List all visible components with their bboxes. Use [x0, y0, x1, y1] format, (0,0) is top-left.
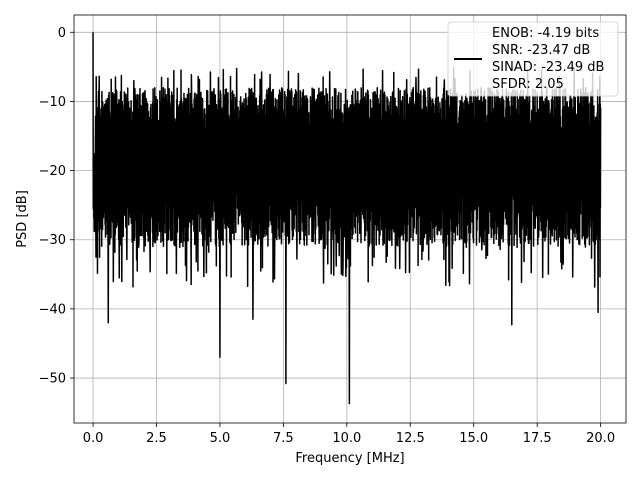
- x-tick-label: 20.0: [586, 431, 615, 446]
- y-axis-ticks: 0 −10 −20 −30 −40 −50: [39, 26, 74, 387]
- x-tick-label: 0.0: [83, 431, 104, 446]
- x-tick-label: 17.5: [523, 431, 552, 446]
- y-tick-label: −40: [39, 302, 66, 317]
- legend-entry-enob: ENOB: -4.19 bits: [492, 26, 599, 41]
- legend-entry-sfdr: SFDR: 2.05: [492, 77, 564, 92]
- x-tick-label: 5.0: [210, 431, 231, 446]
- y-tick-label: −10: [39, 95, 66, 110]
- y-tick-label: 0: [58, 26, 66, 41]
- psd-line: [92, 32, 602, 405]
- psd-series: [92, 32, 602, 405]
- x-tick-label: 2.5: [146, 431, 167, 446]
- x-tick-label: 15.0: [459, 431, 488, 446]
- x-axis-label: Frequency [MHz]: [295, 451, 404, 466]
- axes-frame: [73, 14, 627, 424]
- legend-entry-snr: SNR: -23.47 dB: [492, 43, 590, 58]
- legend-box: [447, 21, 619, 97]
- y-tick-label: −30: [39, 233, 66, 248]
- legend-entry-sinad: SINAD: -23.49 dB: [492, 60, 604, 75]
- x-tick-label: 10.0: [332, 431, 361, 446]
- x-tick-label: 7.5: [273, 431, 294, 446]
- x-axis-ticks: 0.0 2.5 5.0 7.5 10.0 12.5 15.0 17.5 20.0: [83, 423, 615, 446]
- x-tick-label: 12.5: [396, 431, 425, 446]
- y-tick-label: −20: [39, 164, 66, 179]
- y-axis-label: PSD [dB]: [15, 190, 30, 248]
- y-tick-label: −50: [39, 372, 66, 387]
- legend: ENOB: -4.19 bits SNR: -23.47 dB SINAD: -…: [447, 21, 619, 97]
